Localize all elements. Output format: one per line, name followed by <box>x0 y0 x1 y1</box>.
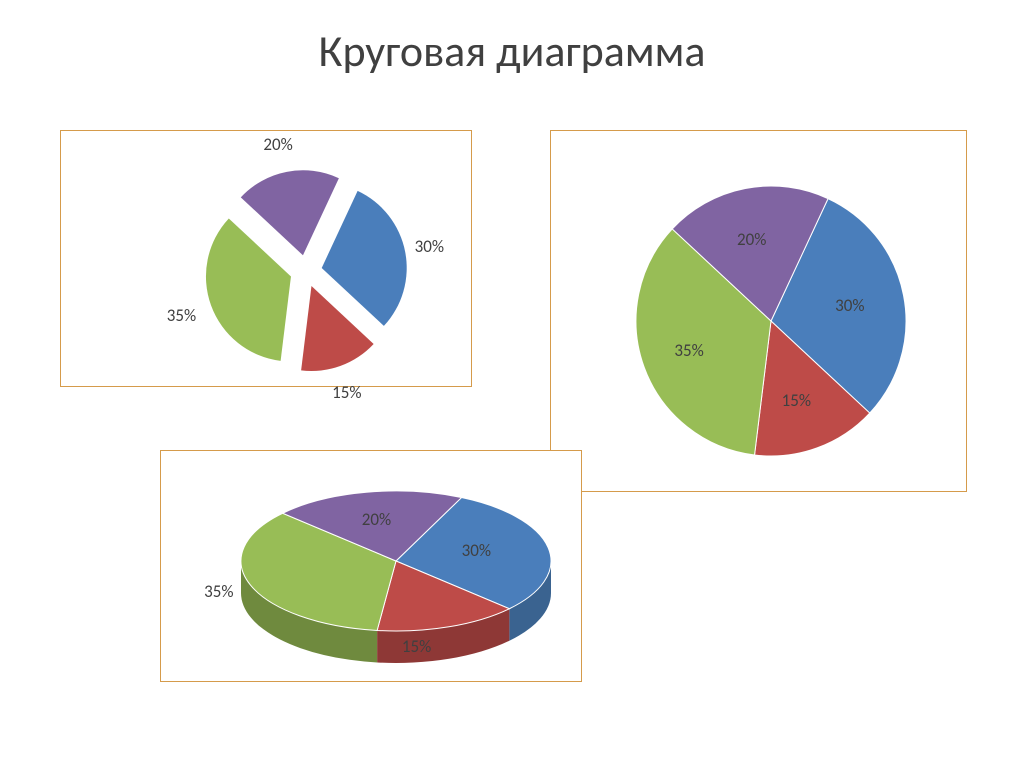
panel-3d-pie: 30% 15% 35% 20% <box>160 450 582 682</box>
slice-label: 30% <box>462 540 491 561</box>
slice-label: 20% <box>263 134 292 155</box>
slice-label: 30% <box>415 236 444 257</box>
slice-label: 35% <box>167 305 196 326</box>
slice-label: 35% <box>674 340 703 361</box>
page-title: Круговая диаграмма <box>0 24 1024 78</box>
pie-slice-green <box>206 219 291 361</box>
slice-label: 15% <box>402 636 431 657</box>
slice-label: 20% <box>737 229 766 250</box>
slice-label: 15% <box>332 382 361 403</box>
exploded-pie-chart: 30%15%35%20% <box>61 131 471 386</box>
pie-slice-purple <box>241 170 339 255</box>
slide: { "title": "Круговая диаграмма", "colors… <box>0 0 1024 767</box>
slice-label: 15% <box>782 390 811 411</box>
slice-label: 20% <box>362 509 391 530</box>
pie-slice-blue <box>322 191 407 326</box>
slice-label: 35% <box>204 581 233 602</box>
solid-pie-chart: 30% 15% 35% 20% <box>551 131 966 491</box>
panel-solid-pie: 30% 15% 35% 20% <box>550 130 967 492</box>
three-d-pie-chart: 30% 15% 35% 20% <box>161 451 581 681</box>
slice-label: 30% <box>835 295 864 316</box>
panel-exploded-pie: 30%15%35%20% <box>60 130 472 387</box>
